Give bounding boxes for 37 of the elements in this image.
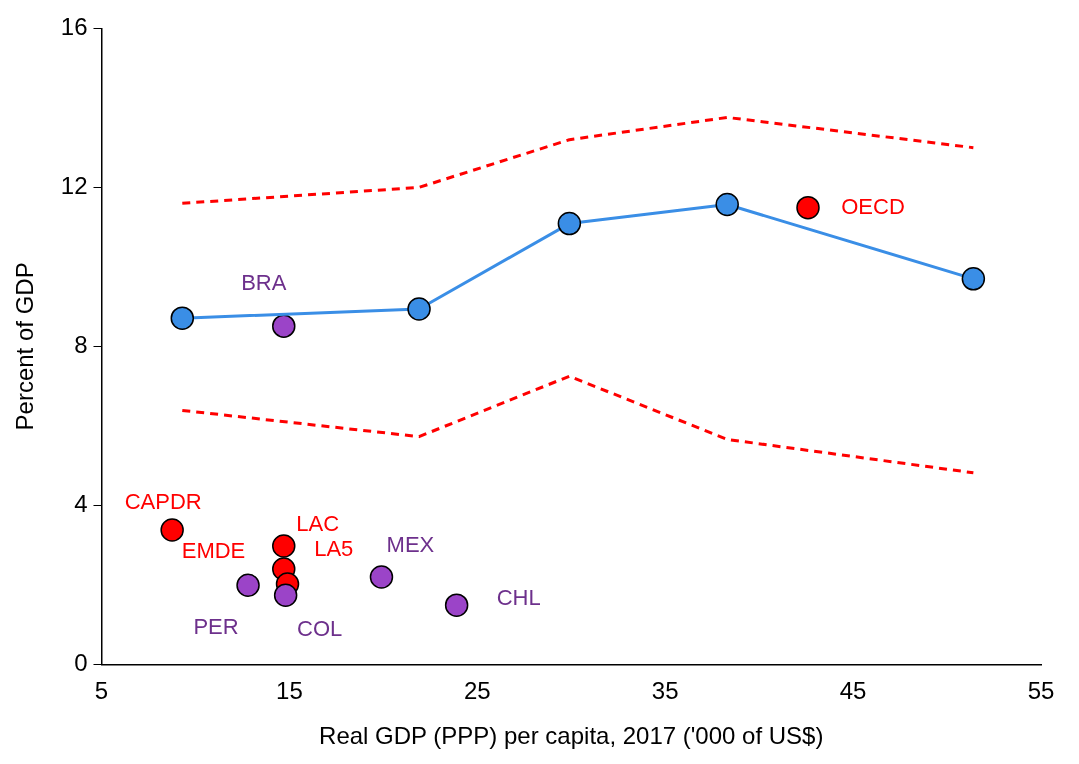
annotation: MEX <box>386 532 435 558</box>
x-tick-label: 5 <box>94 677 109 705</box>
point <box>272 534 296 558</box>
annotation: PER <box>193 614 239 640</box>
point <box>273 583 298 607</box>
x-tick-label: 35 <box>651 677 679 705</box>
annotation: COL <box>297 616 343 642</box>
annotation: CHL <box>496 585 541 611</box>
y-tick-label: 8 <box>74 331 88 359</box>
annotation: CAPDR <box>124 489 202 515</box>
point <box>796 195 820 220</box>
point <box>557 211 582 236</box>
annotation: LA5 <box>314 536 354 562</box>
annotation: EMDE <box>181 538 246 564</box>
line-series <box>180 374 975 475</box>
annotation: LAC <box>296 511 340 537</box>
annotation: BRA <box>241 270 287 296</box>
point <box>444 593 469 617</box>
point <box>407 297 431 321</box>
x-axis-title: Real GDP (PPP) per capita, 2017 ('000 of US$) <box>319 722 824 750</box>
x-tick-label: 45 <box>839 677 867 705</box>
y-tick-label: 16 <box>60 13 88 41</box>
annotation: OECD <box>841 193 905 219</box>
point <box>715 192 739 217</box>
x-tick-label: 55 <box>1027 677 1055 705</box>
point <box>236 573 260 598</box>
point <box>369 565 394 589</box>
point <box>170 306 195 330</box>
y-tick-label: 4 <box>74 490 88 518</box>
point <box>160 518 184 542</box>
y-axis-title: Percent of GDP <box>11 262 39 431</box>
point <box>272 314 296 338</box>
y-tick-label: 0 <box>74 649 88 677</box>
x-tick-label: 15 <box>276 677 303 705</box>
y-tick-label: 12 <box>60 172 88 200</box>
point <box>961 267 986 291</box>
x-tick-label: 25 <box>463 677 491 705</box>
